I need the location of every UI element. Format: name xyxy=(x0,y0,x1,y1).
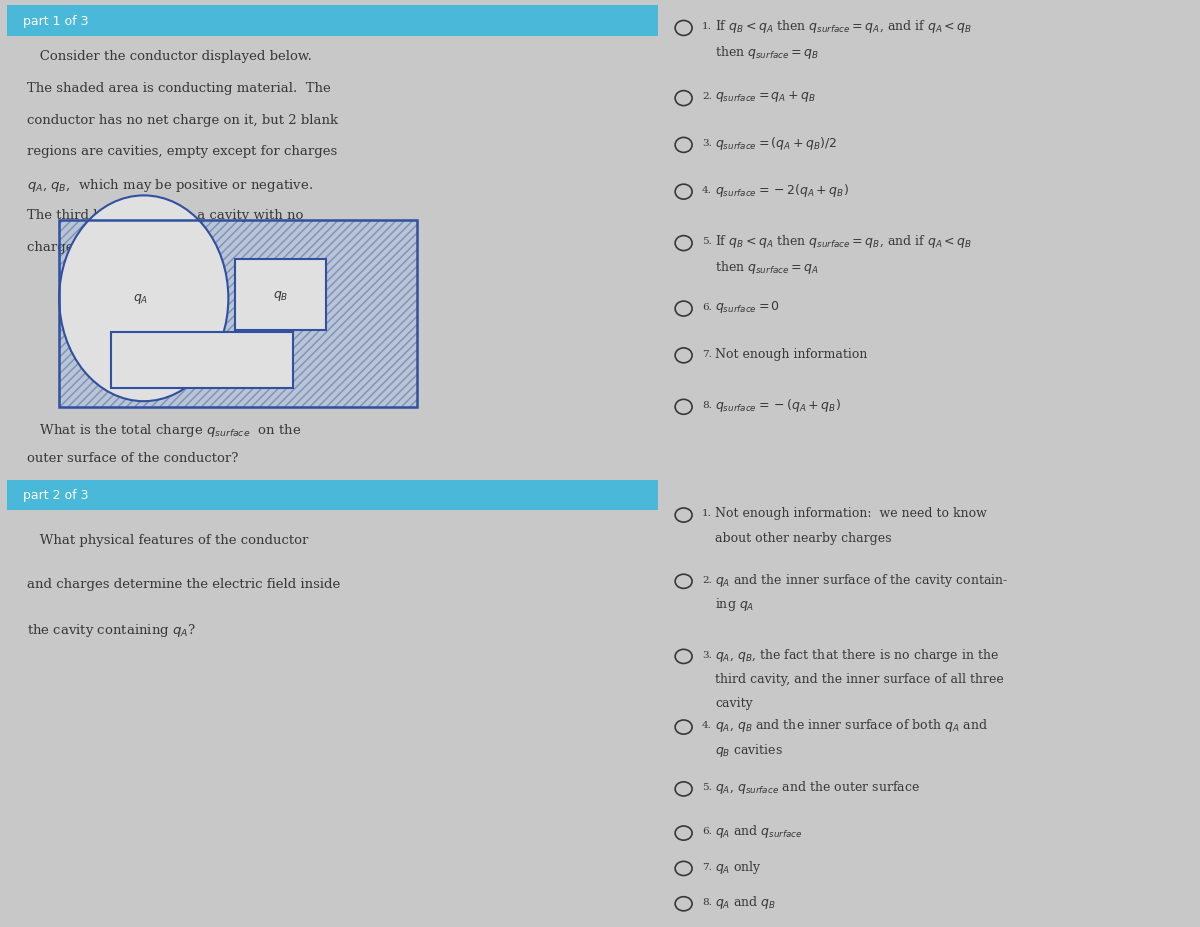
Text: 4.: 4. xyxy=(702,720,712,730)
Text: 1.: 1. xyxy=(702,509,712,518)
Bar xyxy=(59,221,416,407)
Text: third cavity, and the inner surface of all three: third cavity, and the inner surface of a… xyxy=(715,672,1004,685)
Text: 7.: 7. xyxy=(702,862,712,870)
Text: 5.: 5. xyxy=(702,782,712,792)
Text: Not enough information: Not enough information xyxy=(715,347,868,360)
Text: $q_A$, $q_B$ and the inner surface of both $q_A$ and: $q_A$, $q_B$ and the inner surface of bo… xyxy=(715,717,989,733)
Text: 5.: 5. xyxy=(702,237,712,246)
Text: 3.: 3. xyxy=(702,650,712,659)
Text: 2.: 2. xyxy=(702,575,712,584)
Text: $q_A$ and $q_B$: $q_A$ and $q_B$ xyxy=(715,893,776,910)
Text: charge inside it.: charge inside it. xyxy=(26,241,136,254)
Text: The shaded area is conducting material.  The: The shaded area is conducting material. … xyxy=(26,82,330,95)
Text: 8.: 8. xyxy=(702,897,712,906)
Bar xyxy=(59,221,416,407)
Text: about other nearby charges: about other nearby charges xyxy=(715,531,892,544)
Text: 3.: 3. xyxy=(702,139,712,148)
Text: $q_{surface} = 0$: $q_{surface} = 0$ xyxy=(715,298,780,315)
Text: $q_A$: $q_A$ xyxy=(133,292,148,306)
Text: If $q_B < q_A$ then $q_{surface} = q_B$, and if $q_A < q_B$: If $q_B < q_A$ then $q_{surface} = q_B$,… xyxy=(715,233,973,250)
Text: outer surface of the conductor?: outer surface of the conductor? xyxy=(26,451,238,464)
Text: part 2 of 3: part 2 of 3 xyxy=(24,489,89,502)
Text: $q_A$ only: $q_A$ only xyxy=(715,857,762,875)
Bar xyxy=(7,6,658,37)
Text: 6.: 6. xyxy=(702,302,712,311)
Text: What is the total charge $q_{surface}$  on the: What is the total charge $q_{surface}$ o… xyxy=(26,422,301,438)
Text: $q_{surface} = q_A + q_B$: $q_{surface} = q_A + q_B$ xyxy=(715,89,816,104)
Text: cavity: cavity xyxy=(715,696,754,709)
Text: then $q_{surface} = q_A$: then $q_{surface} = q_A$ xyxy=(715,259,820,275)
Text: If $q_B < q_A$ then $q_{surface} = q_A$, and if $q_A < q_B$: If $q_B < q_A$ then $q_{surface} = q_A$,… xyxy=(715,19,973,35)
Text: $q_B$: $q_B$ xyxy=(272,288,288,302)
Text: $q_A$, $q_B$, the fact that there is no charge in the: $q_A$, $q_B$, the fact that there is no … xyxy=(715,646,1000,663)
Text: 8.: 8. xyxy=(702,400,712,410)
Text: the cavity containing $q_A$?: the cavity containing $q_A$? xyxy=(26,621,196,639)
Text: $q_A$ and $q_{surface}$: $q_A$ and $q_{surface}$ xyxy=(715,822,803,840)
Bar xyxy=(112,333,293,388)
Text: conductor has no net charge on it, but 2 blank: conductor has no net charge on it, but 2… xyxy=(26,113,338,126)
Text: $q_A$ and the inner surface of the cavity contain-: $q_A$ and the inner surface of the cavit… xyxy=(715,571,1009,588)
Text: regions are cavities, empty except for charges: regions are cavities, empty except for c… xyxy=(26,146,337,159)
Text: then $q_{surface} = q_B$: then $q_{surface} = q_B$ xyxy=(715,44,820,61)
Text: 7.: 7. xyxy=(702,349,712,358)
Text: Not enough information:  we need to know: Not enough information: we need to know xyxy=(715,507,988,520)
Text: 2.: 2. xyxy=(702,92,712,101)
Text: ing $q_A$: ing $q_A$ xyxy=(715,595,755,612)
Text: part 1 of 3: part 1 of 3 xyxy=(24,15,89,28)
Text: $q_A$, $q_B$,  which may be positive or negative.: $q_A$, $q_B$, which may be positive or n… xyxy=(26,177,313,194)
Bar xyxy=(7,480,658,510)
Ellipse shape xyxy=(59,197,228,401)
Text: 1.: 1. xyxy=(702,22,712,32)
Text: 6.: 6. xyxy=(702,827,712,835)
Bar xyxy=(235,260,326,330)
Text: 4.: 4. xyxy=(702,185,712,195)
Text: The third blank region is a cavity with no: The third blank region is a cavity with … xyxy=(26,209,304,222)
Text: $q_{surface} = (q_A + q_B)/2$: $q_{surface} = (q_A + q_B)/2$ xyxy=(715,135,838,152)
Text: Consider the conductor displayed below.: Consider the conductor displayed below. xyxy=(26,50,312,63)
Text: $q_B$ cavities: $q_B$ cavities xyxy=(715,741,784,758)
Text: $q_{surface} = -(q_A + q_B)$: $q_{surface} = -(q_A + q_B)$ xyxy=(715,397,841,413)
Text: $q_A$, $q_{surface}$ and the outer surface: $q_A$, $q_{surface}$ and the outer surfa… xyxy=(715,779,920,795)
Text: What physical features of the conductor: What physical features of the conductor xyxy=(26,533,308,546)
Text: $q_{surface} = -2(q_A + q_B)$: $q_{surface} = -2(q_A + q_B)$ xyxy=(715,182,850,198)
Text: and charges determine the electric field inside: and charges determine the electric field… xyxy=(26,578,340,590)
